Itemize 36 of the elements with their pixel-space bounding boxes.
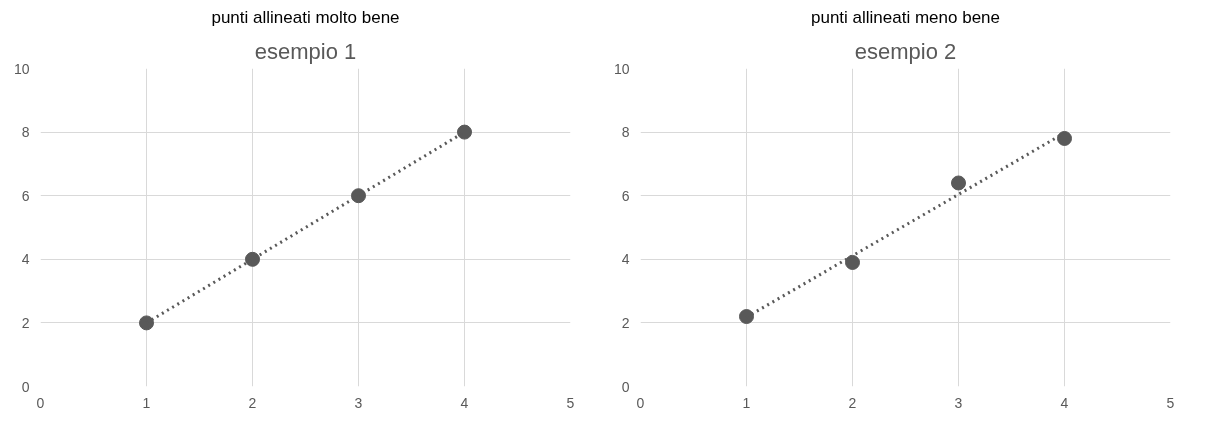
chart-title: esempio 2 xyxy=(854,38,957,64)
y-tick-label: 2 xyxy=(21,314,30,331)
x-tick-label: 5 xyxy=(566,394,575,411)
x-tick-label: 4 xyxy=(1060,394,1069,411)
x-tick-label: 3 xyxy=(954,394,963,411)
x-tick-label: 0 xyxy=(36,394,45,411)
y-tick-label: 8 xyxy=(621,124,630,141)
x-tick-label: 2 xyxy=(848,394,857,411)
y-tick-label: 0 xyxy=(621,378,630,395)
x-tick-label: 0 xyxy=(636,394,645,411)
chart-title: esempio 1 xyxy=(254,38,357,64)
point xyxy=(245,251,260,267)
y-tick-label: 4 xyxy=(21,251,30,268)
point xyxy=(1057,130,1072,146)
point xyxy=(951,175,966,191)
y-tick-label: 6 xyxy=(21,187,30,204)
point xyxy=(351,188,366,204)
y-tick-label: 10 xyxy=(13,60,30,77)
x-tick-label: 3 xyxy=(354,394,363,411)
y-tick-label: 8 xyxy=(21,124,30,141)
y-tick-label: 2 xyxy=(621,314,630,331)
point xyxy=(457,124,472,140)
y-tick-label: 10 xyxy=(613,60,630,77)
x-tick-label: 5 xyxy=(1166,394,1175,411)
point xyxy=(139,315,154,331)
x-tick-label: 2 xyxy=(248,394,257,411)
y-tick-label: 4 xyxy=(621,251,630,268)
x-tick-label: 1 xyxy=(142,394,151,411)
x-tick-label: 4 xyxy=(460,394,469,411)
text: punti allineati meno bene xyxy=(810,7,1001,27)
y-tick-label: 6 xyxy=(621,187,630,204)
text: punti allineati molto bene xyxy=(211,7,400,27)
y-tick-label: 0 xyxy=(21,378,30,395)
point xyxy=(739,309,754,325)
point xyxy=(845,254,860,270)
x-tick-label: 1 xyxy=(742,394,751,411)
